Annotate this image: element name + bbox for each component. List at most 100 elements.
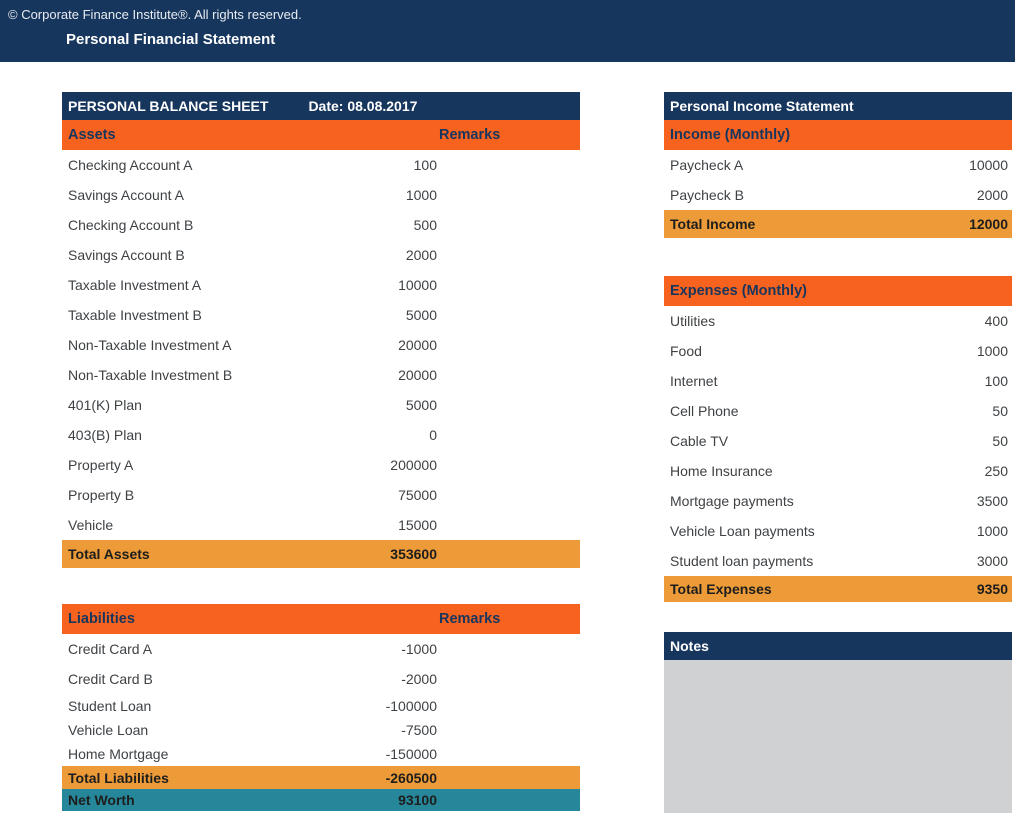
row-label[interactable]: Taxable Investment A: [68, 277, 202, 293]
row-label[interactable]: Savings Account B: [68, 247, 185, 263]
row-label[interactable]: Vehicle Loan payments: [670, 523, 815, 539]
table-row[interactable]: Utilities 400: [664, 306, 1012, 336]
row-value[interactable]: 200000: [390, 457, 437, 473]
table-row[interactable]: Paycheck A 10000: [664, 150, 1012, 180]
table-row[interactable]: Savings Account A 1000: [62, 180, 580, 210]
row-value[interactable]: 20000: [398, 367, 437, 383]
table-row[interactable]: Taxable Investment A 10000: [62, 270, 580, 300]
row-value[interactable]: -100000: [385, 698, 437, 714]
table-row[interactable]: Home Insurance 250: [664, 456, 1012, 486]
table-row[interactable]: Vehicle Loan -7500: [62, 718, 580, 742]
table-row[interactable]: Property B 75000: [62, 480, 580, 510]
row-label[interactable]: 401(K) Plan: [68, 397, 142, 413]
row-label[interactable]: Non-Taxable Investment A: [68, 337, 232, 353]
notes-header: Notes: [664, 632, 1012, 660]
row-label[interactable]: Vehicle: [68, 517, 114, 533]
row-label[interactable]: Credit Card A: [68, 641, 153, 657]
row-label[interactable]: Paycheck A: [670, 157, 744, 173]
row-label[interactable]: Checking Account B: [68, 217, 194, 233]
row-label[interactable]: Property B: [68, 487, 135, 503]
table-row[interactable]: 401(K) Plan 5000: [62, 390, 580, 420]
table-row[interactable]: Non-Taxable Investment B 20000: [62, 360, 580, 390]
table-row[interactable]: Credit Card A -1000: [62, 634, 580, 664]
liabilities-remarks-header: Remarks: [439, 611, 501, 627]
row-label[interactable]: Checking Account A: [68, 157, 193, 173]
row-label[interactable]: Mortgage payments: [670, 493, 794, 509]
total-assets-row[interactable]: Total Assets 353600: [62, 540, 580, 568]
row-value[interactable]: -7500: [401, 722, 437, 738]
table-row[interactable]: Non-Taxable Investment A 20000: [62, 330, 580, 360]
row-value[interactable]: 100: [984, 373, 1008, 389]
row-label[interactable]: Home Insurance: [670, 463, 773, 479]
row-label[interactable]: Utilities: [670, 313, 716, 329]
row-label[interactable]: Property A: [68, 457, 134, 473]
table-row[interactable]: 403(B) Plan 0: [62, 420, 580, 450]
row-label[interactable]: Credit Card B: [68, 671, 153, 687]
row-value[interactable]: 250: [984, 463, 1008, 479]
income-section-header: Income (Monthly): [664, 120, 1012, 150]
row-label[interactable]: Taxable Investment B: [68, 307, 202, 323]
row-value[interactable]: 3000: [976, 553, 1008, 569]
row-label[interactable]: Internet: [670, 373, 718, 389]
row-value[interactable]: 0: [429, 427, 437, 443]
row-value[interactable]: -1000: [401, 641, 437, 657]
table-row[interactable]: Taxable Investment B 5000: [62, 300, 580, 330]
row-value[interactable]: 10000: [398, 277, 437, 293]
row-value[interactable]: 400: [984, 313, 1008, 329]
row-value[interactable]: 50: [992, 403, 1008, 419]
table-row[interactable]: Property A 200000: [62, 450, 580, 480]
table-row[interactable]: Cable TV 50: [664, 426, 1012, 456]
row-value[interactable]: 1000: [976, 343, 1008, 359]
table-row[interactable]: Student Loan -100000: [62, 694, 580, 718]
row-value[interactable]: 5000: [405, 397, 437, 413]
row-value[interactable]: 1000: [976, 523, 1008, 539]
row-label[interactable]: Cell Phone: [670, 403, 739, 419]
row-value[interactable]: 10000: [969, 157, 1008, 173]
row-label[interactable]: Student Loan: [68, 698, 152, 714]
copyright-text: © Corporate Finance Institute®. All righ…: [8, 7, 302, 22]
table-row[interactable]: Cell Phone 50: [664, 396, 1012, 426]
table-row[interactable]: Paycheck B 2000: [664, 180, 1012, 210]
row-label[interactable]: Paycheck B: [670, 187, 744, 203]
row-label[interactable]: Home Mortgage: [68, 746, 169, 762]
total-expenses-row[interactable]: Total Expenses 9350: [664, 576, 1012, 602]
row-label[interactable]: Cable TV: [670, 433, 729, 449]
row-label[interactable]: Savings Account A: [68, 187, 184, 203]
table-row[interactable]: Mortgage payments 3500: [664, 486, 1012, 516]
table-row[interactable]: Checking Account A 100: [62, 150, 580, 180]
total-income-row[interactable]: Total Income 12000: [664, 210, 1012, 238]
row-value[interactable]: 20000: [398, 337, 437, 353]
row-value[interactable]: 5000: [405, 307, 437, 323]
row-label[interactable]: Food: [670, 343, 702, 359]
table-row[interactable]: Savings Account B 2000: [62, 240, 580, 270]
table-row[interactable]: Vehicle Loan payments 1000: [664, 516, 1012, 546]
row-value[interactable]: -150000: [385, 746, 437, 762]
row-value[interactable]: 50: [992, 433, 1008, 449]
table-row[interactable]: Food 1000: [664, 336, 1012, 366]
row-value[interactable]: 100: [413, 157, 437, 173]
row-value[interactable]: 3500: [976, 493, 1008, 509]
table-row[interactable]: Checking Account B 500: [62, 210, 580, 240]
spacer: [62, 568, 580, 604]
table-row[interactable]: Student loan payments 3000: [664, 546, 1012, 576]
row-label[interactable]: Vehicle Loan: [68, 722, 149, 738]
table-row[interactable]: Credit Card B -2000: [62, 664, 580, 694]
row-value[interactable]: 2000: [405, 247, 437, 263]
row-label[interactable]: Student loan payments: [670, 553, 814, 569]
notes-area[interactable]: [664, 660, 1012, 813]
row-label[interactable]: Non-Taxable Investment B: [68, 367, 233, 383]
row-value[interactable]: 1000: [405, 187, 437, 203]
row-value[interactable]: 15000: [398, 517, 437, 533]
net-worth-row[interactable]: Net Worth 93100: [62, 789, 580, 811]
table-row[interactable]: Internet 100: [664, 366, 1012, 396]
row-value[interactable]: -2000: [401, 671, 437, 687]
table-row[interactable]: Vehicle 15000: [62, 510, 580, 540]
spacer: [664, 602, 1012, 632]
table-row[interactable]: Home Mortgage -150000: [62, 742, 580, 766]
row-value[interactable]: 2000: [976, 187, 1008, 203]
row-label[interactable]: 403(B) Plan: [68, 427, 142, 443]
row-value[interactable]: 75000: [398, 487, 437, 503]
row-value[interactable]: 500: [413, 217, 437, 233]
total-liabilities-row[interactable]: Total Liabilities -260500: [62, 766, 580, 789]
balance-sheet-header: PERSONAL BALANCE SHEET Date: 08.08.2017: [62, 92, 580, 120]
